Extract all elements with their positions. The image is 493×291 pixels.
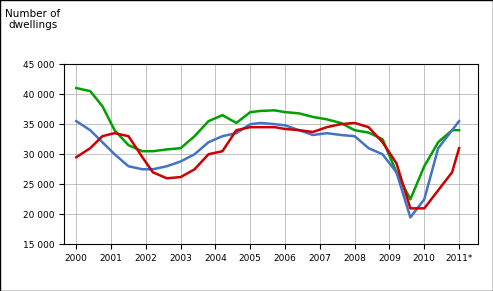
Starts bbox=[87, 128, 93, 132]
Completions bbox=[296, 128, 302, 132]
Permits granted bbox=[456, 128, 462, 132]
Permits granted bbox=[310, 115, 316, 119]
Completions bbox=[272, 125, 278, 129]
Permits granted bbox=[435, 141, 441, 144]
Completions bbox=[456, 146, 462, 150]
Completions bbox=[435, 189, 441, 192]
Completions bbox=[258, 125, 264, 129]
Permits granted bbox=[192, 134, 198, 138]
Permits granted bbox=[324, 118, 330, 121]
Permits granted bbox=[393, 171, 399, 174]
Completions bbox=[338, 123, 344, 126]
Starts bbox=[366, 146, 372, 150]
Completions bbox=[219, 150, 225, 153]
Starts bbox=[393, 171, 399, 174]
Text: Number of
dwellings: Number of dwellings bbox=[5, 9, 60, 30]
Completions bbox=[206, 152, 211, 156]
Starts bbox=[206, 141, 211, 144]
Permits granted bbox=[296, 111, 302, 115]
Completions bbox=[111, 132, 117, 135]
Completions bbox=[352, 121, 357, 125]
Starts bbox=[100, 141, 106, 144]
Starts bbox=[435, 146, 441, 150]
Starts bbox=[258, 121, 264, 125]
Starts bbox=[73, 119, 79, 123]
Permits granted bbox=[272, 109, 278, 112]
Permits granted bbox=[422, 164, 427, 168]
Permits granted bbox=[258, 109, 264, 113]
Permits granted bbox=[73, 86, 79, 90]
Starts bbox=[296, 128, 302, 132]
Permits granted bbox=[126, 143, 132, 147]
Completions bbox=[449, 171, 455, 174]
Permits granted bbox=[177, 146, 183, 150]
Completions bbox=[164, 177, 170, 180]
Starts bbox=[140, 168, 145, 171]
Completions bbox=[366, 125, 372, 129]
Starts bbox=[422, 198, 427, 201]
Completions bbox=[192, 168, 198, 171]
Starts bbox=[282, 124, 288, 127]
Starts bbox=[324, 132, 330, 135]
Starts bbox=[310, 133, 316, 137]
Permits granted bbox=[164, 148, 170, 151]
Completions bbox=[407, 207, 413, 210]
Completions bbox=[73, 155, 79, 159]
Starts bbox=[111, 152, 117, 156]
Line: Completions: Completions bbox=[76, 123, 459, 208]
Completions bbox=[393, 162, 399, 165]
Completions bbox=[310, 130, 316, 134]
Completions bbox=[177, 175, 183, 179]
Permits granted bbox=[87, 89, 93, 93]
Completions bbox=[324, 125, 330, 129]
Starts bbox=[219, 134, 225, 138]
Starts bbox=[164, 164, 170, 168]
Completions bbox=[282, 127, 288, 131]
Line: Starts: Starts bbox=[76, 121, 459, 217]
Permits granted bbox=[150, 150, 156, 153]
Starts bbox=[338, 133, 344, 137]
Permits granted bbox=[233, 121, 239, 125]
Permits granted bbox=[380, 137, 386, 141]
Line: Permits granted: Permits granted bbox=[76, 88, 459, 199]
Starts bbox=[247, 123, 253, 126]
Starts bbox=[352, 134, 357, 138]
Permits granted bbox=[219, 113, 225, 117]
Permits granted bbox=[366, 131, 372, 134]
Permits granted bbox=[247, 110, 253, 114]
Starts bbox=[272, 123, 278, 126]
Completions bbox=[233, 128, 239, 132]
Permits granted bbox=[111, 128, 117, 132]
Permits granted bbox=[407, 198, 413, 201]
Starts bbox=[126, 164, 132, 168]
Permits granted bbox=[100, 104, 106, 108]
Starts bbox=[380, 152, 386, 156]
Completions bbox=[150, 171, 156, 174]
Completions bbox=[247, 125, 253, 129]
Permits granted bbox=[206, 119, 211, 123]
Starts bbox=[407, 216, 413, 219]
Permits granted bbox=[449, 128, 455, 132]
Starts bbox=[233, 132, 239, 135]
Permits granted bbox=[338, 121, 344, 125]
Permits granted bbox=[140, 150, 145, 153]
Starts bbox=[177, 160, 183, 163]
Permits granted bbox=[282, 110, 288, 114]
Starts bbox=[192, 152, 198, 156]
Starts bbox=[456, 119, 462, 123]
Completions bbox=[87, 146, 93, 150]
Completions bbox=[140, 155, 145, 159]
Starts bbox=[449, 128, 455, 132]
Starts bbox=[150, 168, 156, 171]
Completions bbox=[100, 134, 106, 138]
Completions bbox=[422, 207, 427, 210]
Completions bbox=[126, 134, 132, 138]
Permits granted bbox=[352, 128, 357, 132]
Completions bbox=[380, 141, 386, 144]
